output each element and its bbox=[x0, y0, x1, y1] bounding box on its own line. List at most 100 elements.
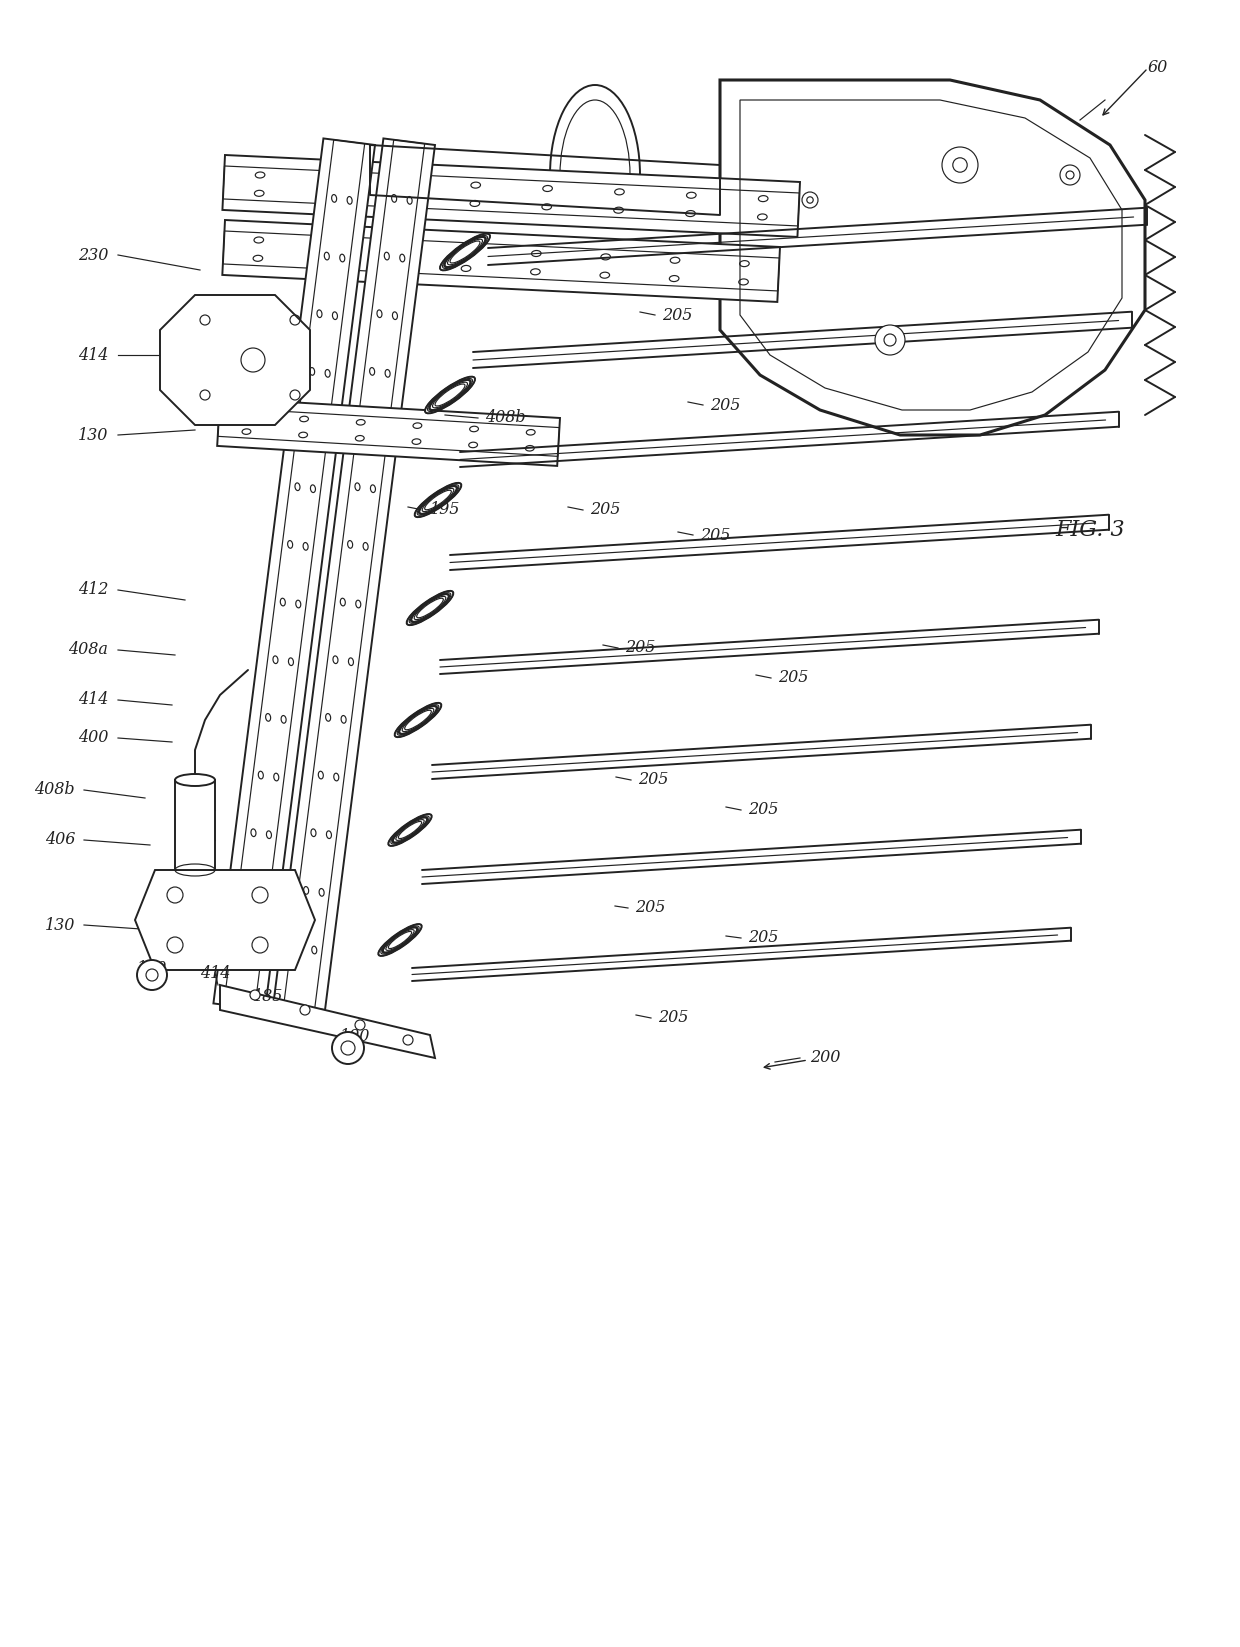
Ellipse shape bbox=[362, 425, 367, 433]
Ellipse shape bbox=[445, 237, 485, 267]
Ellipse shape bbox=[317, 427, 322, 435]
Ellipse shape bbox=[304, 886, 309, 894]
Ellipse shape bbox=[412, 595, 449, 621]
Ellipse shape bbox=[377, 310, 382, 318]
Text: 185: 185 bbox=[253, 988, 283, 1005]
Ellipse shape bbox=[407, 591, 454, 626]
Circle shape bbox=[1060, 165, 1080, 184]
Text: 230: 230 bbox=[78, 247, 108, 264]
Ellipse shape bbox=[317, 310, 322, 318]
Text: 200: 200 bbox=[810, 1049, 841, 1067]
Ellipse shape bbox=[412, 438, 420, 445]
Ellipse shape bbox=[347, 540, 352, 548]
Ellipse shape bbox=[356, 435, 365, 441]
Ellipse shape bbox=[394, 703, 441, 738]
Ellipse shape bbox=[471, 183, 480, 188]
Ellipse shape bbox=[250, 828, 255, 837]
Text: 195: 195 bbox=[430, 501, 460, 519]
Ellipse shape bbox=[470, 201, 480, 206]
Ellipse shape bbox=[326, 194, 336, 199]
Ellipse shape bbox=[417, 484, 459, 516]
Ellipse shape bbox=[252, 947, 257, 954]
Ellipse shape bbox=[600, 272, 610, 278]
Text: 205: 205 bbox=[635, 899, 666, 916]
Circle shape bbox=[300, 1005, 310, 1015]
Text: 408b: 408b bbox=[485, 410, 526, 427]
Ellipse shape bbox=[399, 180, 409, 184]
Ellipse shape bbox=[175, 774, 215, 786]
Ellipse shape bbox=[384, 252, 389, 260]
Ellipse shape bbox=[463, 247, 471, 254]
Circle shape bbox=[252, 888, 268, 903]
Polygon shape bbox=[222, 221, 780, 301]
Circle shape bbox=[875, 324, 905, 356]
Ellipse shape bbox=[311, 828, 316, 837]
Ellipse shape bbox=[326, 830, 331, 838]
Ellipse shape bbox=[388, 932, 412, 949]
Ellipse shape bbox=[425, 377, 475, 413]
Ellipse shape bbox=[332, 311, 337, 320]
Ellipse shape bbox=[363, 542, 368, 550]
Ellipse shape bbox=[273, 656, 278, 664]
Ellipse shape bbox=[402, 708, 434, 731]
Ellipse shape bbox=[433, 382, 467, 408]
Ellipse shape bbox=[334, 656, 339, 664]
Ellipse shape bbox=[532, 250, 541, 257]
Polygon shape bbox=[273, 138, 435, 1010]
Ellipse shape bbox=[417, 598, 444, 618]
Ellipse shape bbox=[243, 413, 252, 418]
Ellipse shape bbox=[419, 486, 456, 514]
Ellipse shape bbox=[311, 947, 316, 954]
Ellipse shape bbox=[739, 260, 749, 267]
Ellipse shape bbox=[378, 427, 383, 435]
Polygon shape bbox=[160, 295, 310, 425]
Ellipse shape bbox=[326, 713, 331, 721]
Ellipse shape bbox=[615, 189, 624, 194]
Ellipse shape bbox=[280, 598, 285, 606]
Polygon shape bbox=[720, 81, 1145, 435]
Ellipse shape bbox=[526, 446, 534, 451]
Ellipse shape bbox=[398, 822, 422, 838]
Ellipse shape bbox=[237, 944, 242, 952]
Text: 408b: 408b bbox=[35, 781, 74, 799]
Text: 205: 205 bbox=[639, 771, 668, 789]
Ellipse shape bbox=[396, 820, 424, 840]
Ellipse shape bbox=[404, 710, 432, 730]
Ellipse shape bbox=[253, 255, 263, 262]
Ellipse shape bbox=[392, 262, 402, 268]
Ellipse shape bbox=[393, 819, 427, 842]
Ellipse shape bbox=[392, 311, 398, 320]
Ellipse shape bbox=[258, 771, 263, 779]
Ellipse shape bbox=[386, 369, 391, 377]
Text: 130: 130 bbox=[78, 427, 108, 443]
Circle shape bbox=[250, 990, 260, 1000]
Ellipse shape bbox=[288, 540, 293, 548]
Ellipse shape bbox=[331, 194, 336, 203]
Text: 190: 190 bbox=[340, 1028, 371, 1044]
Ellipse shape bbox=[267, 830, 272, 838]
Polygon shape bbox=[222, 155, 800, 237]
Ellipse shape bbox=[542, 204, 552, 209]
Ellipse shape bbox=[347, 196, 352, 204]
Ellipse shape bbox=[370, 367, 374, 376]
Ellipse shape bbox=[424, 491, 451, 511]
Ellipse shape bbox=[686, 211, 696, 216]
Text: 205: 205 bbox=[625, 639, 656, 657]
Text: 414: 414 bbox=[200, 965, 231, 982]
Ellipse shape bbox=[341, 715, 346, 723]
Ellipse shape bbox=[322, 259, 332, 265]
Ellipse shape bbox=[356, 420, 365, 425]
Ellipse shape bbox=[397, 705, 439, 735]
Ellipse shape bbox=[340, 254, 345, 262]
Ellipse shape bbox=[398, 198, 408, 203]
Ellipse shape bbox=[310, 484, 315, 492]
Circle shape bbox=[403, 1034, 413, 1044]
Text: 205: 205 bbox=[658, 1010, 688, 1026]
Ellipse shape bbox=[614, 208, 624, 212]
Ellipse shape bbox=[531, 268, 541, 275]
Circle shape bbox=[332, 1033, 365, 1064]
Circle shape bbox=[252, 937, 268, 954]
Ellipse shape bbox=[526, 430, 536, 435]
Text: 400: 400 bbox=[78, 730, 108, 746]
Ellipse shape bbox=[450, 240, 480, 264]
